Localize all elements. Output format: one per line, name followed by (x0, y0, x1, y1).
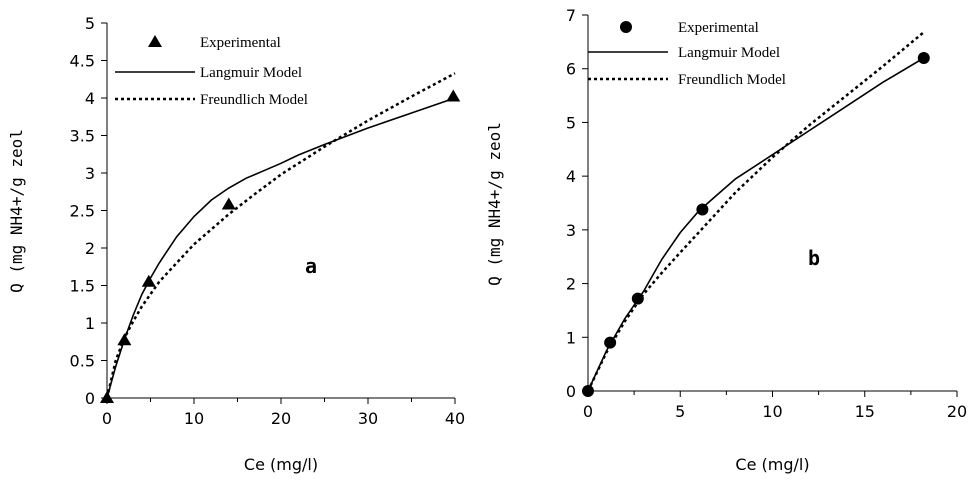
experimental-point (917, 51, 930, 64)
panel-label: b (808, 246, 820, 270)
x-tick-label: 30 (358, 409, 378, 428)
legend-freundlich-model-label: Freundlich Model (678, 72, 786, 88)
chart-panel-a: 0 0.5 1 1.5 2 2.5 3 3.5 4 4.5 5 0 10 20 30 40 Ce (mg/l) Q… (7, 14, 465, 474)
panel-label: a (305, 254, 317, 278)
y-tick-label: 2 (566, 275, 576, 294)
legend-experimental-marker (148, 35, 162, 47)
x-tick-label: 20 (271, 409, 291, 428)
x-axis-label: Ce (mg/l) (735, 455, 809, 474)
x-tick-label: 20 (947, 402, 967, 421)
x-tick-label: 10 (184, 409, 204, 428)
experimental-point (446, 89, 461, 102)
x-axis-label: Ce (mg/l) (244, 455, 318, 474)
y-tick-label: 3 (566, 221, 576, 240)
x-tick-label: 0 (583, 402, 593, 421)
y-tick-label: 3.5 (70, 127, 95, 146)
langmuir-model-line (587, 57, 925, 392)
freundlich-model-line (586, 31, 925, 392)
y-tick-label: 0 (566, 382, 576, 401)
x-tick-label: 10 (762, 402, 782, 421)
x-tick-label: 5 (675, 402, 685, 421)
y-axis-label: Q (mg NH4+/g zeol (485, 122, 504, 286)
y-tick-label: 0 (85, 389, 95, 408)
freundlich-model-line (105, 72, 456, 399)
y-tick-label: 2.5 (70, 202, 95, 221)
y-tick-label: 5 (566, 113, 576, 132)
legend-langmuir-model-label: Langmuir Model (678, 45, 780, 61)
y-tick-label: 1 (85, 314, 95, 333)
experimental-point (221, 197, 236, 210)
y-tick-label: 6 (566, 60, 576, 79)
langmuir-model-line (106, 97, 456, 399)
experimental-point (696, 203, 709, 216)
x-tick-label: 15 (855, 402, 875, 421)
y-tick-label: 0.5 (70, 352, 95, 371)
y-tick-label: 3 (85, 164, 95, 183)
legend-experimental-marker (620, 21, 632, 33)
y-tick-label: 4 (566, 167, 576, 186)
y-tick-label: 1 (566, 328, 576, 347)
y-tick-label: 2 (85, 239, 95, 258)
y-tick-label: 4 (85, 89, 95, 108)
chart-panel-b: 0 1 2 3 4 5 6 7 0 5 10 15 20 Ce (mg/l) Q (mg NH4+/g ze… (485, 6, 967, 474)
legend-experimental-label: Experimental (200, 35, 281, 51)
y-tick-label: 7 (566, 6, 576, 25)
legend-experimental-label: Experimental (678, 20, 759, 36)
y-tick-label: 1.5 (70, 277, 95, 296)
x-tick-label: 0 (102, 409, 112, 428)
y-tick-label: 4.5 (70, 52, 95, 71)
x-tick-label: 40 (445, 409, 465, 428)
y-tick-label: 5 (85, 14, 95, 33)
y-axis-label: Q (mg NH4+/g zeol (7, 129, 26, 293)
legend-langmuir-model-label: Langmuir Model (200, 65, 302, 81)
legend-freundlich-model-label: Freundlich Model (200, 92, 308, 108)
